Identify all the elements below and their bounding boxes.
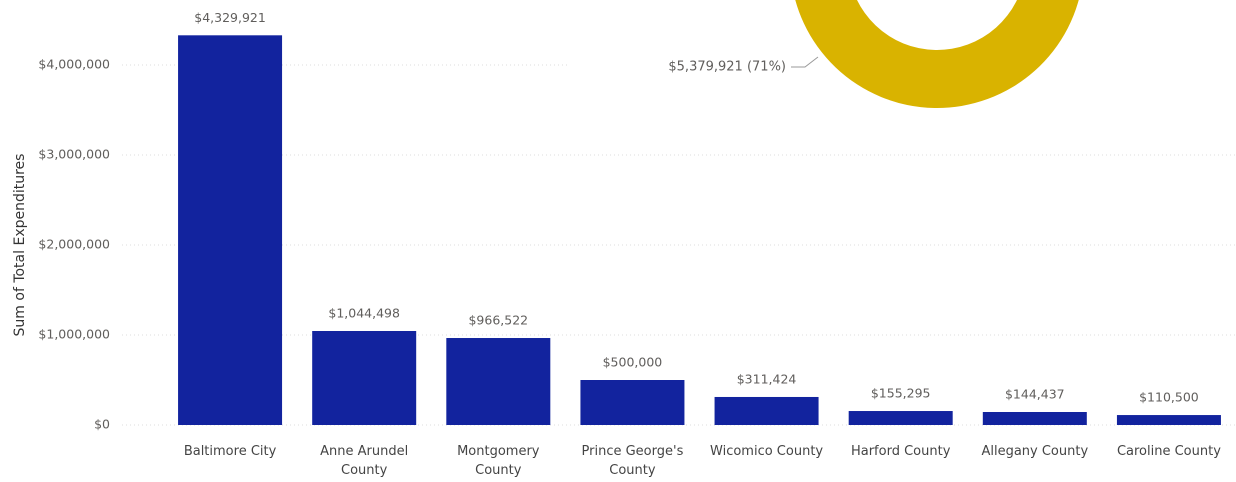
y-tick-label: $4,000,000 (38, 57, 110, 72)
data-label: $144,437 (1005, 387, 1065, 402)
data-label: $155,295 (871, 386, 931, 401)
x-tick-label: Prince George's County (581, 444, 684, 478)
data-label: $311,424 (737, 371, 797, 386)
bar (982, 412, 1087, 425)
x-tick-label: Wicomico County (710, 444, 824, 459)
x-tick-label: Anne Arundel County (320, 444, 409, 478)
x-tick-label: Harford County (850, 444, 951, 459)
data-label: $110,500 (1139, 390, 1199, 405)
bar (446, 338, 551, 425)
y-tick-label: $2,000,000 (38, 237, 110, 252)
x-tick-label: Caroline County (1116, 444, 1221, 459)
data-label: $966,522 (468, 313, 528, 328)
bar (848, 411, 953, 425)
y-axis-title: Sum of Total Expenditures (12, 154, 28, 337)
bar (1116, 415, 1221, 425)
x-tick-label: Allegany County (981, 444, 1089, 459)
donut-slice (795, 0, 1079, 108)
bar (580, 380, 685, 425)
y-tick-label: $1,000,000 (38, 327, 110, 342)
data-label: $4,329,921 (194, 10, 266, 25)
y-tick-label: $3,000,000 (38, 147, 110, 162)
y-tick-label: $0 (94, 417, 110, 432)
x-tick-label: Baltimore City (183, 444, 277, 459)
leader-line (791, 56, 819, 68)
x-tick-label: Montgomery County (457, 444, 540, 478)
bar (178, 35, 283, 426)
bar (714, 396, 819, 425)
data-label: $500,000 (603, 355, 663, 370)
data-label: $5,379,921 (71%) (668, 60, 786, 75)
bar (312, 330, 417, 425)
data-label: $1,044,498 (328, 305, 400, 320)
